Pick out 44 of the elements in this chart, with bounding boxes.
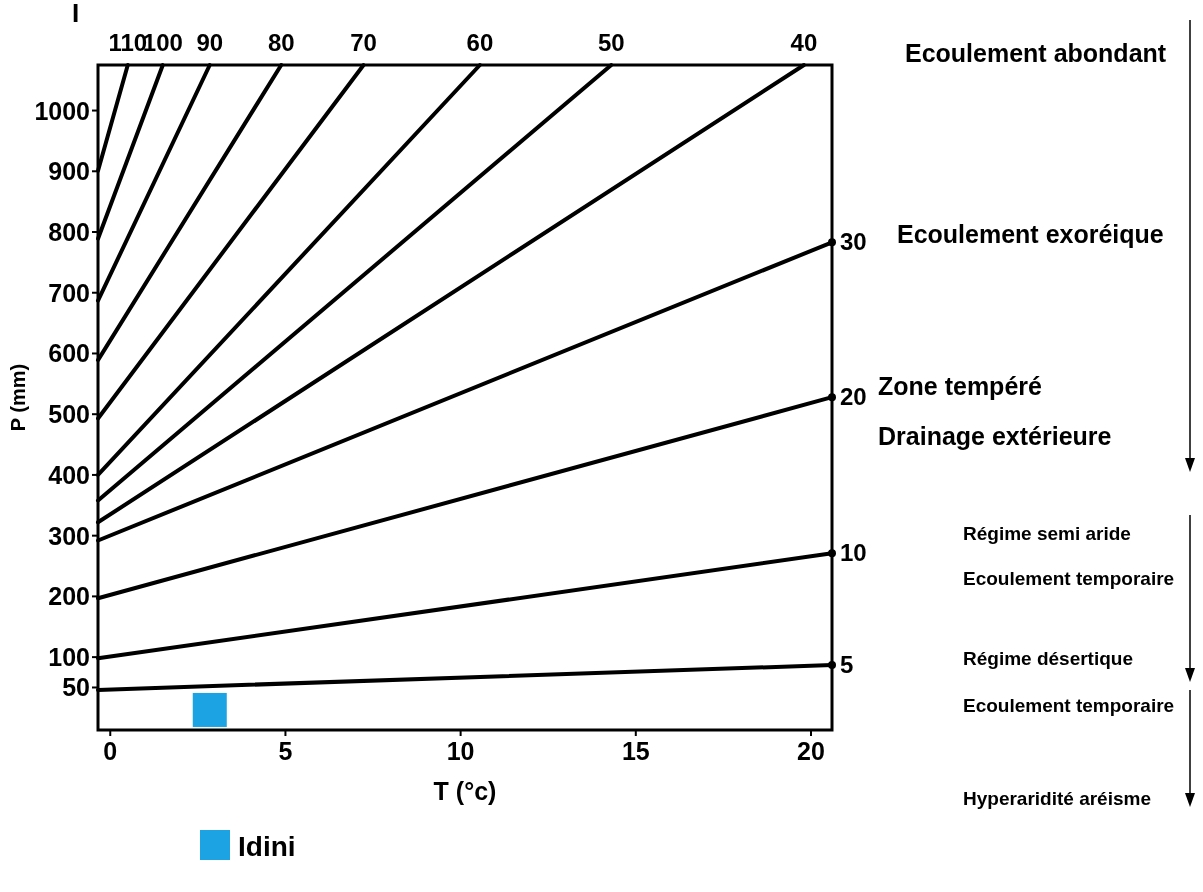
series-label: 50 — [597, 29, 625, 56]
series-label: 90 — [196, 29, 224, 56]
y-tick-label: 100 — [48, 643, 90, 672]
y-tick-label: 200 — [48, 582, 90, 611]
y-tick-label: 300 — [48, 521, 90, 550]
series-label: 60 — [466, 29, 494, 56]
text: Régime semi aride — [963, 523, 1131, 544]
text: Zone tempéré — [878, 372, 1043, 400]
x-tick-label: 0 — [103, 737, 118, 765]
series-label: 30 — [840, 228, 867, 256]
text: I — [72, 0, 80, 28]
text: Ecoulement temporaire — [963, 568, 1175, 589]
text: Drainage extérieure — [878, 422, 1112, 450]
y-tick-label: 600 — [48, 339, 90, 368]
point — [828, 238, 836, 247]
series-label: 40 — [790, 29, 818, 56]
point — [828, 393, 836, 402]
legend-label: Idini — [238, 831, 296, 862]
x-tick-label: 15 — [621, 737, 650, 765]
text: Ecoulement exoréique — [897, 220, 1164, 248]
y-tick-label: 700 — [48, 278, 90, 307]
text: Régime désertique — [963, 648, 1133, 669]
x-tick-label: 5 — [278, 737, 293, 765]
y-tick-label: 500 — [48, 400, 90, 429]
x-axis-title: T (°c) — [433, 777, 497, 805]
y-tick-label: 400 — [48, 460, 90, 489]
y-tick-label: 800 — [48, 218, 90, 247]
series-label: 5 — [840, 651, 854, 679]
text: Hyperaridité aréisme — [963, 788, 1151, 809]
x-tick-label: 10 — [446, 737, 475, 765]
point — [192, 692, 227, 727]
y-tick-label: 50 — [62, 673, 90, 702]
point — [828, 661, 836, 670]
y-axis-title: P (mm) — [7, 363, 29, 432]
series-label: 80 — [267, 29, 295, 56]
y-tick-label: 900 — [48, 157, 90, 186]
point — [828, 549, 836, 558]
text: Ecoulement abondant — [905, 39, 1167, 67]
series-label: 10 — [840, 539, 867, 567]
x-tick-label: 20 — [797, 737, 825, 765]
y-tick-label: 1000 — [34, 96, 90, 125]
series-label: 20 — [840, 383, 867, 411]
text: Ecoulement temporaire — [963, 695, 1175, 716]
series-label: 70 — [350, 29, 377, 56]
